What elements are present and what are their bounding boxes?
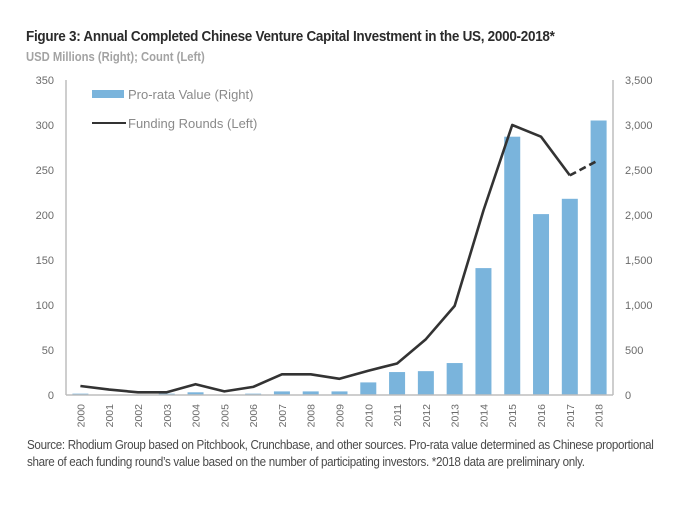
x-axis-ticks: 2000 2001 2002 2003 2004 2005 2006 2007 2008 2009… [75, 404, 605, 428]
chart-title: Figure 3: Annual Completed Chinese Ventu… [26, 29, 555, 45]
legend-bar-swatch [92, 90, 124, 98]
x-tick-label: 2005 [219, 404, 231, 428]
right-tick-label: 0 [625, 390, 631, 402]
x-tick-label: 2013 [450, 404, 462, 428]
bar-2013 [446, 363, 463, 395]
x-tick-label: 2001 [104, 404, 116, 428]
bar-2011 [389, 372, 406, 395]
x-tick-label: 2012 [421, 404, 433, 428]
x-tick-label: 2002 [133, 404, 145, 428]
bar-2008 [302, 391, 319, 395]
funding-rounds-line-preliminary [569, 158, 600, 177]
right-axis-ticks: 0 500 1,000 1,500 2,000 2,500 3,000 3,500 [625, 75, 653, 402]
right-tick-label: 1,000 [625, 300, 653, 312]
bar-2017 [561, 198, 578, 395]
legend-bar-label: Pro-rata Value (Right) [128, 87, 253, 102]
x-tick-label: 2009 [335, 404, 347, 428]
funding-rounds-line [80, 123, 571, 394]
x-tick-label: 2015 [507, 404, 519, 428]
bar-2015 [504, 136, 521, 395]
chart-subtitle: USD Millions (Right); Count (Left) [26, 50, 205, 64]
left-tick-label: 200 [36, 210, 54, 222]
legend: Pro-rata Value (Right) Funding Rounds (L… [92, 87, 257, 131]
x-tick-label: 2017 [565, 404, 577, 428]
bar-2007 [273, 391, 290, 395]
right-tick-label: 3,000 [625, 120, 653, 132]
right-tick-label: 1,500 [625, 255, 653, 267]
left-tick-label: 150 [36, 255, 54, 267]
x-tick-label: 2014 [478, 404, 490, 428]
x-tick-label: 2011 [392, 404, 404, 427]
legend-line-label: Funding Rounds (Left) [128, 116, 257, 131]
bar-series [72, 120, 607, 396]
x-tick-label: 2006 [248, 404, 260, 428]
x-tick-label: 2010 [363, 404, 375, 428]
x-tick-label: 2016 [536, 404, 548, 428]
bar-2004 [187, 392, 204, 395]
bar-2009 [331, 391, 348, 395]
left-tick-label: 300 [36, 120, 54, 132]
right-tick-label: 2,500 [625, 165, 653, 177]
x-tick-label: 2000 [75, 404, 87, 428]
bar-2010 [360, 382, 377, 395]
source-note: Source: Rhodium Group based on Pitchbook… [27, 438, 654, 469]
left-tick-label: 250 [36, 165, 54, 177]
left-tick-label: 0 [48, 390, 54, 402]
bar-2016 [533, 214, 550, 395]
left-tick-label: 50 [42, 345, 54, 357]
x-tick-label: 2018 [594, 404, 606, 428]
x-tick-label: 2008 [306, 404, 318, 428]
right-tick-label: 500 [625, 345, 643, 357]
x-tick-label: 2007 [277, 404, 289, 428]
bar-2014 [475, 268, 492, 395]
left-axis-ticks: 0 50 100 150 200 250 300 350 [36, 75, 54, 402]
right-tick-label: 2,000 [625, 210, 653, 222]
x-tick-label: 2004 [191, 404, 203, 428]
left-tick-label: 350 [36, 75, 54, 87]
x-tick-label: 2003 [162, 404, 174, 428]
right-tick-label: 3,500 [625, 75, 653, 87]
line-series [80, 123, 600, 394]
bar-2012 [417, 371, 434, 395]
bar-2018 [590, 120, 607, 395]
left-tick-label: 100 [36, 300, 54, 312]
